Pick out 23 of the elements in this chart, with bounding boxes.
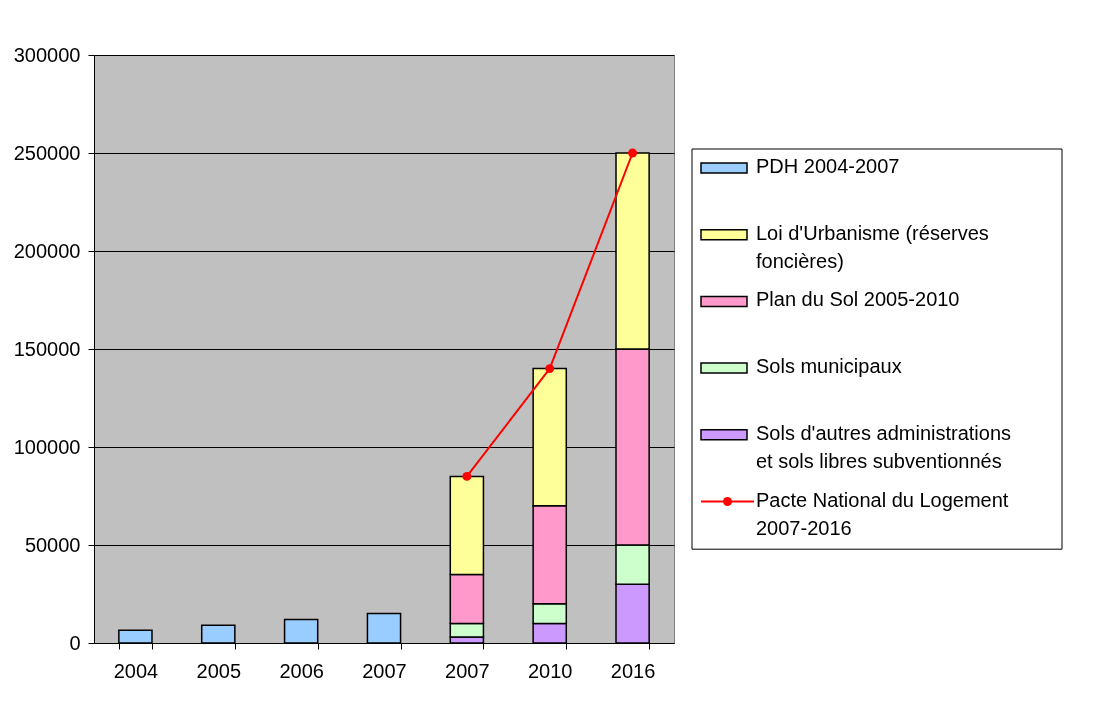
x-tick-label: 2004 — [113, 659, 159, 682]
y-tick-label: 100000 — [13, 435, 81, 458]
y-tick-label: 50000 — [24, 533, 81, 556]
legend-label: Plan du Sol 2005-2010 — [756, 288, 960, 311]
point — [462, 471, 472, 481]
x-tick-label: 2005 — [196, 659, 242, 682]
legend-label: Pacte National du Logement 2007-2016 — [756, 488, 1009, 539]
x-tick-label: 2007 — [445, 659, 490, 682]
point — [628, 148, 638, 158]
x-tick-label: 2006 — [279, 659, 324, 682]
x-tick-label: 2016 — [610, 659, 656, 682]
y-tick-label: 200000 — [13, 239, 81, 262]
x-tick-label: 2007 — [362, 659, 407, 682]
y-tick-label: 0 — [69, 631, 81, 654]
y-tick-label: 150000 — [13, 337, 81, 360]
y-tick-label: 250000 — [13, 141, 81, 164]
legend-label: PDH 2004-2007 — [756, 155, 900, 177]
x-tick-label: 2010 — [527, 659, 573, 682]
y-tick-label: 300000 — [13, 43, 81, 66]
legend-label: Sols municipaux — [756, 355, 902, 378]
legend-label: Loi d'Urbanisme (réserves foncières) — [756, 221, 989, 272]
point — [545, 364, 555, 374]
legend-label: Sols d'autres administrations et sols libres subventionnés — [756, 421, 1012, 472]
